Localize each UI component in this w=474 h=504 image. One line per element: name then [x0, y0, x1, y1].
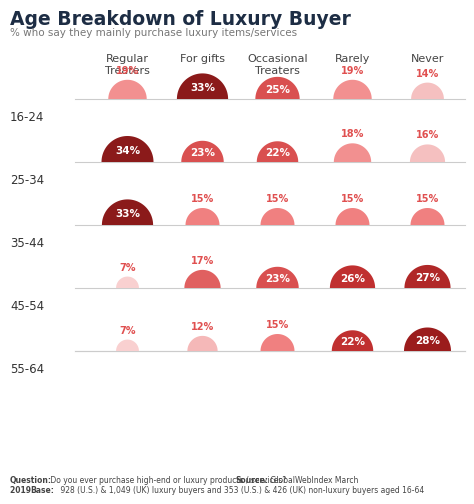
Text: Base:: Base: — [30, 486, 54, 495]
Text: 33%: 33% — [115, 209, 140, 219]
Polygon shape — [185, 208, 219, 225]
Text: 35-44: 35-44 — [10, 237, 44, 250]
Text: 22%: 22% — [265, 148, 290, 158]
Text: Do you ever purchase high-end or luxury products / services?: Do you ever purchase high-end or luxury … — [48, 476, 289, 485]
Text: % who say they mainly purchase luxury items/services: % who say they mainly purchase luxury it… — [10, 28, 297, 38]
Text: 18%: 18% — [341, 130, 364, 139]
Polygon shape — [411, 83, 444, 99]
Text: 7%: 7% — [119, 263, 136, 273]
Text: Question:: Question: — [10, 476, 52, 485]
Text: 15%: 15% — [341, 194, 364, 204]
Polygon shape — [116, 340, 139, 351]
Text: 27%: 27% — [415, 273, 440, 283]
Polygon shape — [261, 334, 294, 351]
Text: 19%: 19% — [116, 66, 139, 76]
Text: 2019: 2019 — [10, 486, 34, 495]
Polygon shape — [101, 136, 154, 162]
Text: 15%: 15% — [266, 194, 289, 204]
Polygon shape — [336, 208, 370, 225]
Polygon shape — [334, 143, 371, 162]
Polygon shape — [261, 208, 294, 225]
Polygon shape — [410, 145, 445, 162]
Text: 928 (U.S.) & 1,049 (UK) luxury buyers and 353 (U.S.) & 426 (UK) non-luxury buyer: 928 (U.S.) & 1,049 (UK) luxury buyers an… — [58, 486, 424, 495]
Text: 15%: 15% — [416, 194, 439, 204]
Text: 34%: 34% — [115, 146, 140, 156]
Text: Occasional
Treaters: Occasional Treaters — [247, 54, 308, 77]
Text: 23%: 23% — [265, 274, 290, 284]
Text: 17%: 17% — [191, 256, 214, 266]
Text: 12%: 12% — [191, 322, 214, 332]
Text: 55-64: 55-64 — [10, 363, 44, 376]
Text: 28%: 28% — [415, 336, 440, 346]
Polygon shape — [108, 80, 147, 99]
Text: 16-24: 16-24 — [10, 111, 45, 124]
Polygon shape — [116, 277, 139, 288]
Text: 25-34: 25-34 — [10, 174, 44, 187]
Text: Rarely: Rarely — [335, 54, 370, 64]
Text: 33%: 33% — [190, 83, 215, 93]
Polygon shape — [404, 328, 451, 351]
Text: 15%: 15% — [191, 194, 214, 204]
Text: Never: Never — [411, 54, 444, 64]
Text: 26%: 26% — [340, 274, 365, 284]
Text: 45-54: 45-54 — [10, 300, 44, 313]
Text: For gifts: For gifts — [180, 54, 225, 64]
Polygon shape — [257, 141, 298, 162]
Polygon shape — [330, 266, 375, 288]
Polygon shape — [256, 267, 299, 288]
Polygon shape — [187, 336, 218, 351]
Text: 22%: 22% — [340, 337, 365, 347]
Polygon shape — [410, 208, 445, 225]
Text: Regular
Treaters: Regular Treaters — [105, 54, 150, 77]
Text: Age Breakdown of Luxury Buyer: Age Breakdown of Luxury Buyer — [10, 10, 351, 29]
Text: 23%: 23% — [190, 148, 215, 158]
Text: 15%: 15% — [266, 320, 289, 330]
Polygon shape — [404, 265, 451, 288]
Polygon shape — [181, 141, 224, 162]
Text: GlobalWebIndex March: GlobalWebIndex March — [268, 476, 358, 485]
Text: 16%: 16% — [416, 131, 439, 141]
Polygon shape — [102, 200, 153, 225]
Polygon shape — [255, 77, 300, 99]
Text: 14%: 14% — [416, 69, 439, 79]
Polygon shape — [333, 80, 372, 99]
Text: 19%: 19% — [341, 66, 364, 76]
Polygon shape — [177, 74, 228, 99]
Text: 25%: 25% — [265, 85, 290, 95]
Polygon shape — [184, 270, 220, 288]
Polygon shape — [332, 330, 373, 351]
Text: 7%: 7% — [119, 326, 136, 336]
Text: Source:: Source: — [236, 476, 269, 485]
